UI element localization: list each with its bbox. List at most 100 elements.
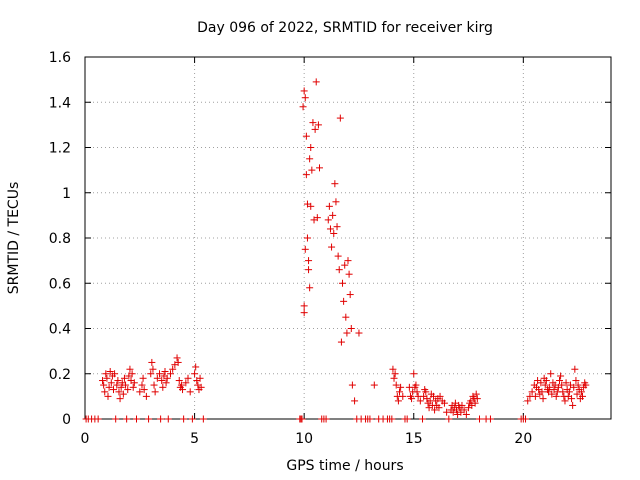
- data-point: [431, 406, 439, 414]
- data-point: [582, 381, 590, 389]
- data-point: [148, 358, 156, 366]
- data-point: [305, 257, 313, 265]
- data-point: [542, 377, 550, 385]
- data-point: [577, 388, 585, 396]
- data-point: [309, 119, 317, 127]
- data-point: [326, 225, 334, 233]
- y-tick-label: 1.4: [49, 95, 71, 111]
- data-point: [335, 266, 343, 274]
- data-point: [574, 381, 582, 389]
- data-point: [302, 171, 310, 179]
- tick-layer: 0 0.2 0.4 0.6 0.8 1 1.2 1.4 1.6 0 5 10 15 20: [49, 50, 611, 447]
- data-point: [390, 374, 398, 382]
- data-point: [486, 415, 494, 423]
- data-point: [303, 234, 311, 242]
- data-point: [305, 266, 313, 274]
- data-point: [306, 284, 314, 292]
- data-point: [546, 383, 554, 391]
- data-point: [199, 415, 207, 423]
- data-point: [300, 302, 308, 310]
- data-point: [568, 395, 576, 403]
- data-point: [100, 381, 108, 389]
- data-point: [561, 397, 569, 405]
- data-point: [325, 202, 333, 210]
- data-point: [186, 388, 194, 396]
- data-point: [351, 397, 359, 405]
- data-point: [419, 415, 427, 423]
- data-point: [136, 388, 144, 396]
- data-point: [140, 386, 148, 394]
- data-point: [184, 374, 192, 382]
- data-point: [101, 388, 109, 396]
- data-point: [555, 377, 563, 385]
- data-point: [192, 363, 200, 371]
- data-point: [522, 415, 530, 423]
- data-point: [462, 410, 470, 418]
- data-point: [164, 415, 172, 423]
- data-point: [122, 381, 130, 389]
- data-point: [300, 309, 308, 317]
- data-point: [312, 78, 320, 86]
- data-point: [399, 392, 407, 400]
- x-tick-label: 10: [295, 431, 313, 447]
- data-point: [311, 125, 319, 133]
- data-point: [333, 223, 341, 231]
- data-point: [408, 395, 416, 403]
- y-tick-label: 0.8: [49, 231, 71, 247]
- data-point: [313, 214, 321, 222]
- data-point: [149, 365, 157, 373]
- data-point: [391, 370, 399, 378]
- data-point: [119, 390, 127, 398]
- data-point: [539, 395, 547, 403]
- data-point: [166, 370, 174, 378]
- data-point: [117, 383, 125, 391]
- data-point: [124, 386, 132, 394]
- data-point: [322, 415, 330, 423]
- data-point: [173, 354, 181, 362]
- data-point: [473, 395, 481, 403]
- data-point: [316, 164, 324, 172]
- data-point: [133, 415, 141, 423]
- data-point: [537, 379, 545, 387]
- data-point: [410, 370, 418, 378]
- data-point: [139, 374, 147, 382]
- data-point: [343, 329, 351, 337]
- data-point: [332, 198, 340, 206]
- data-point: [572, 377, 580, 385]
- y-tick-label: 0.4: [49, 322, 71, 338]
- data-point: [445, 415, 453, 423]
- x-axis-label: GPS time / hours: [286, 458, 403, 474]
- data-point: [412, 381, 420, 389]
- data-point: [123, 415, 131, 423]
- data-point: [300, 87, 308, 95]
- data-point: [161, 367, 169, 375]
- data-point: [557, 372, 565, 380]
- data-point: [559, 388, 567, 396]
- y-tick-label: 0.2: [49, 367, 71, 383]
- data-point: [346, 291, 354, 299]
- data-point: [126, 365, 134, 373]
- x-tick-label: 0: [81, 431, 90, 447]
- data-point: [569, 401, 577, 409]
- data-point: [147, 370, 155, 378]
- data-point: [552, 392, 560, 400]
- data-point: [471, 399, 479, 407]
- data-point: [392, 381, 400, 389]
- data-point: [348, 381, 356, 389]
- x-tick-label: 15: [405, 431, 423, 447]
- data-point: [104, 392, 112, 400]
- data-point: [324, 216, 332, 224]
- data-point: [331, 180, 339, 188]
- data-point: [389, 365, 397, 373]
- data-point: [416, 397, 424, 405]
- data-point: [158, 377, 166, 385]
- points-layer: [82, 78, 590, 423]
- data-point: [116, 395, 124, 403]
- data-point: [179, 386, 187, 394]
- data-point: [355, 329, 363, 337]
- data-point: [340, 297, 348, 305]
- data-point: [397, 383, 405, 391]
- data-point: [571, 365, 579, 373]
- y-tick-label: 1: [62, 186, 71, 202]
